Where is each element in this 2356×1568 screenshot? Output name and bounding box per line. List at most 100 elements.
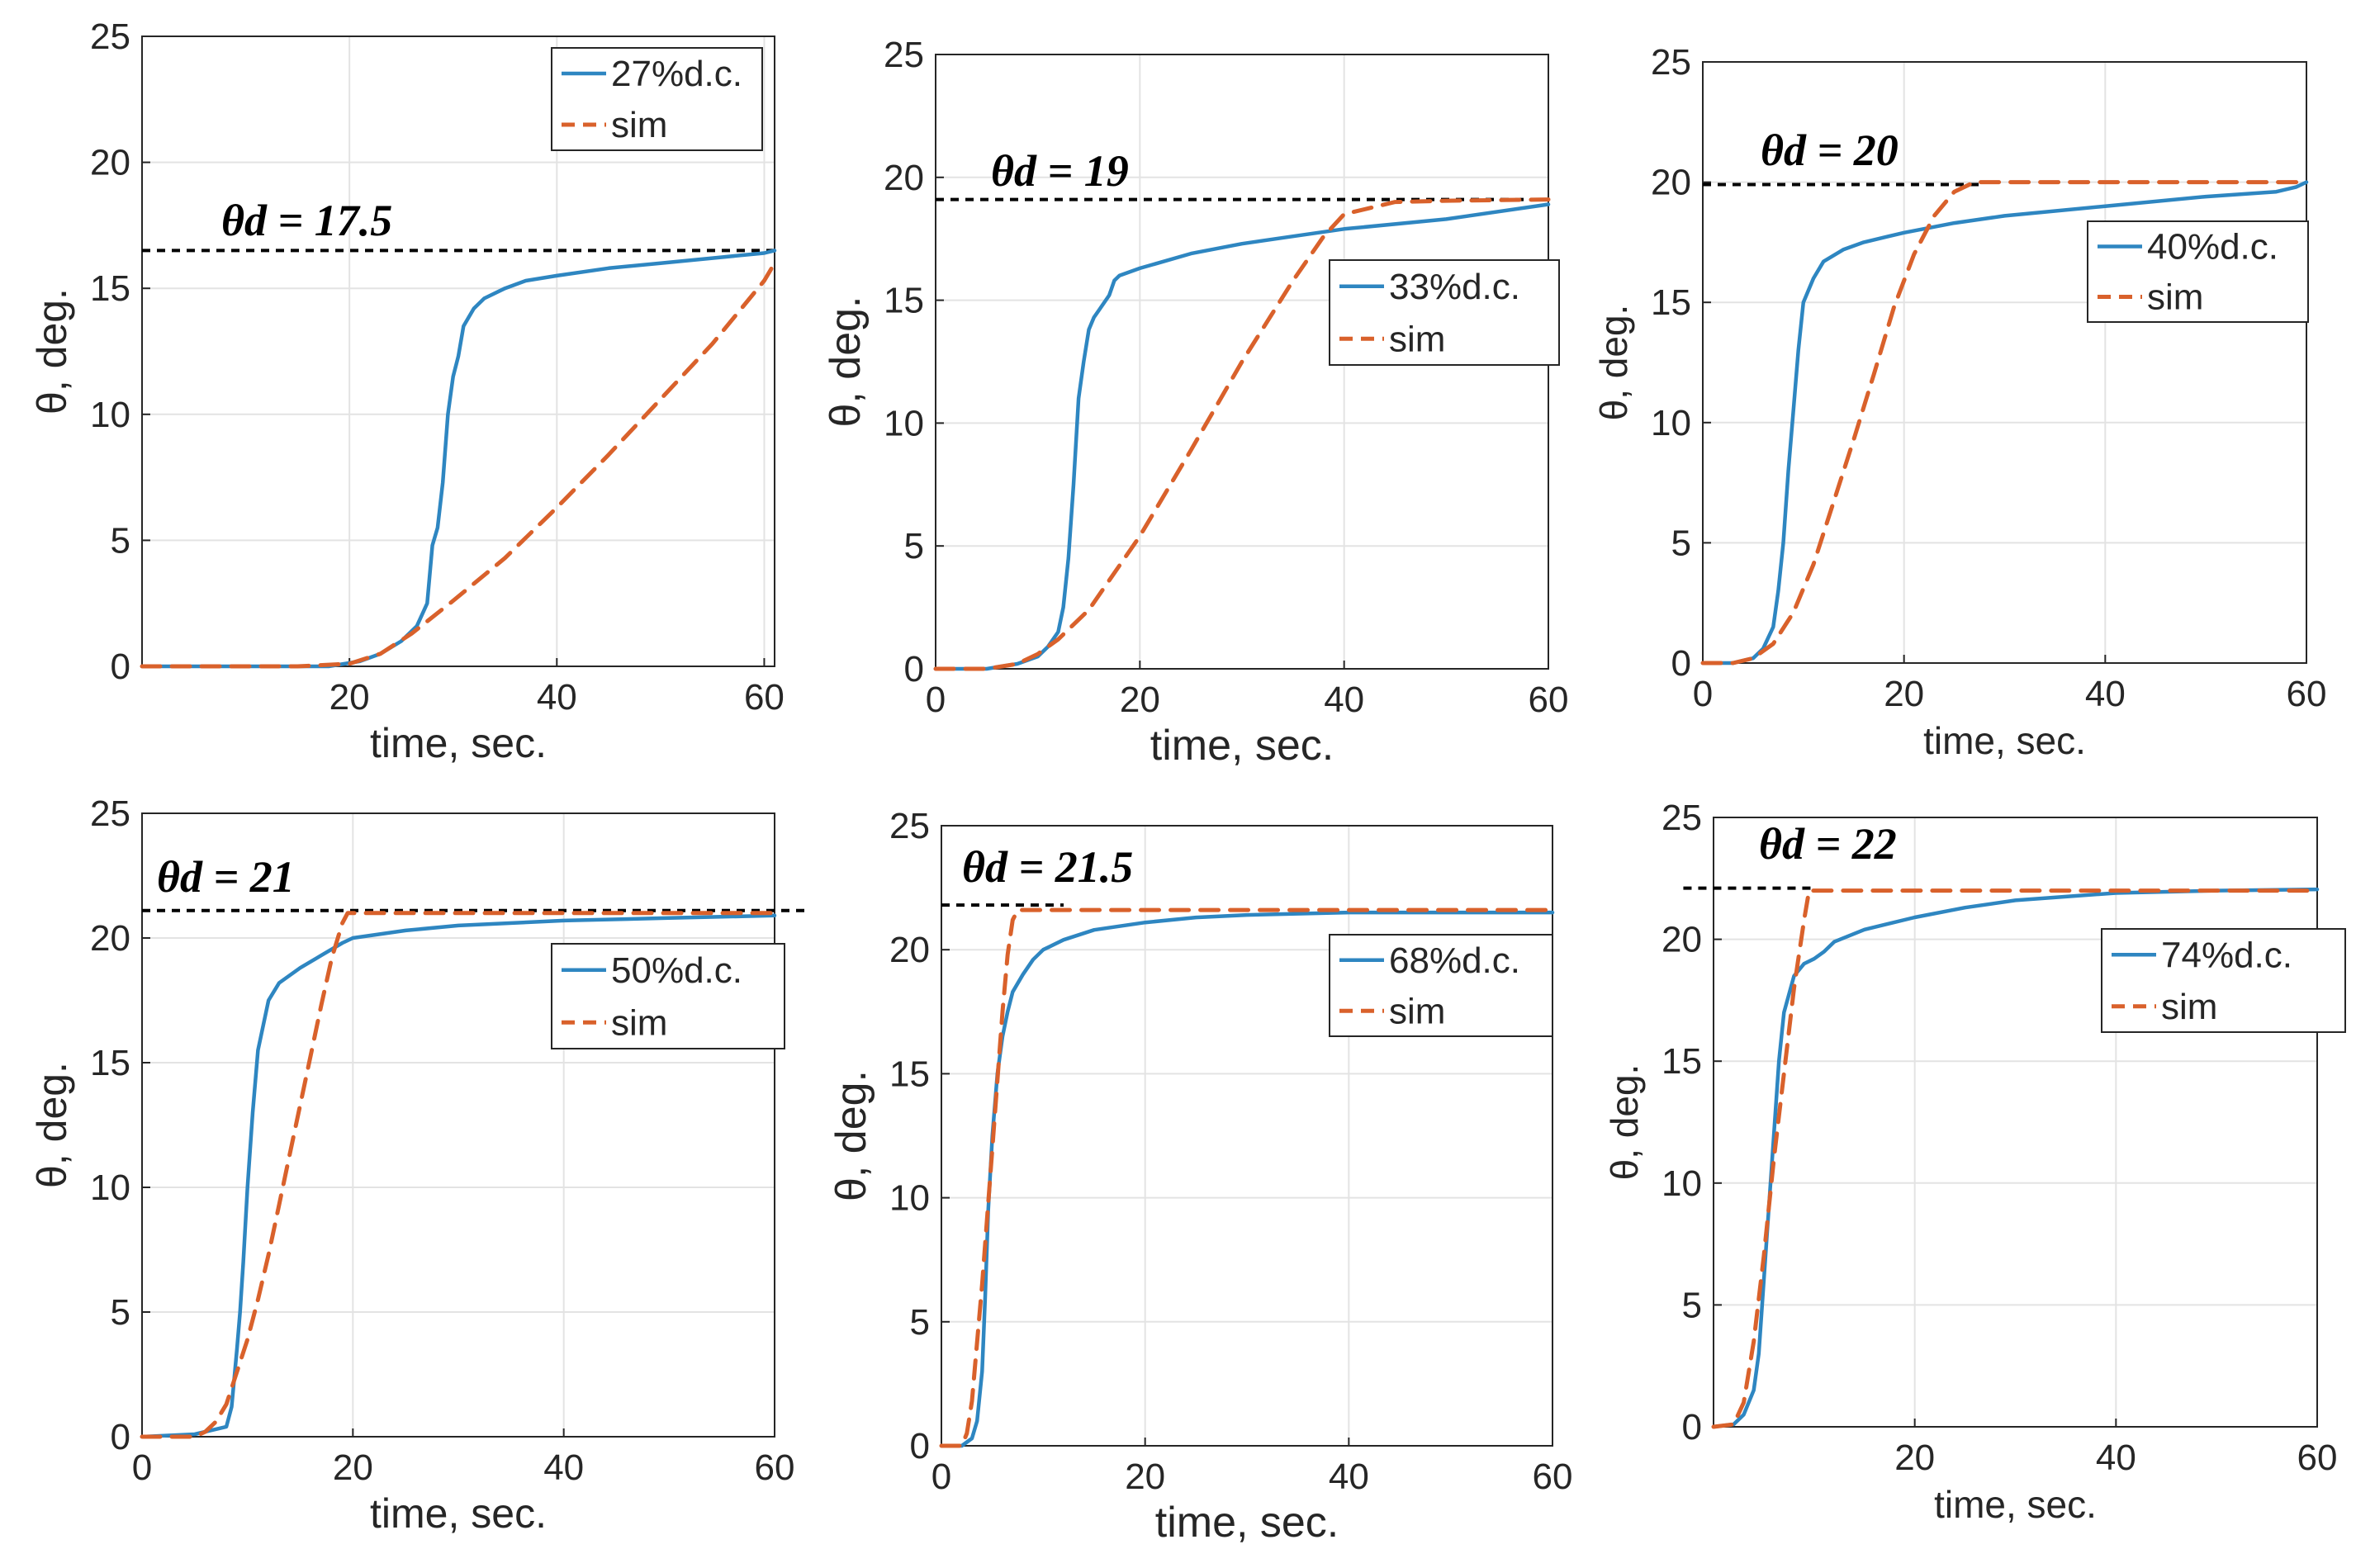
legend-box: [551, 943, 785, 1049]
y-tick-label: 0: [904, 649, 924, 689]
plot-area: [1714, 817, 2317, 1427]
y-tick-label: 20: [1651, 163, 1691, 203]
x-axis-label: time, sec.: [1934, 1483, 2097, 1526]
y-tick-label: 5: [904, 526, 924, 566]
y-tick-label: 5: [111, 520, 130, 561]
legend-box: [2101, 928, 2346, 1033]
legend: 27%d.c. sim: [551, 47, 763, 151]
x-tick-label: 40: [2085, 674, 2126, 714]
y-axis-label: θ, deg.: [1603, 1064, 1646, 1181]
y-tick-label: 10: [90, 395, 130, 435]
y-tick-label: 10: [1651, 403, 1691, 443]
x-axis-label: time, sec.: [1150, 722, 1334, 770]
legend-experiment-label: 27%d.c.: [611, 54, 742, 94]
sim-series-line: [933, 197, 1551, 671]
y-tick-label: 25: [1662, 798, 1702, 838]
y-tick-label: 25: [889, 806, 930, 846]
axes-box: [1713, 817, 2318, 1428]
y-tick-label: 15: [884, 281, 924, 321]
sim-series-line: [1700, 180, 2309, 666]
x-axis-label: time, sec.: [1155, 1499, 1339, 1547]
legend-experiment-label: 68%d.c.: [1389, 940, 1520, 981]
x-tick-label: 20: [333, 1447, 373, 1488]
experiment-series-line: [939, 910, 1555, 1448]
y-tick-label: 25: [90, 793, 130, 834]
chart-panel-top-right: 0 20 40 60 0 5 10 15 20 25 time, sec. θ, deg. θd = 2…: [1592, 42, 2326, 762]
legend: 74%d.c. sim: [2101, 928, 2346, 1033]
target-annotation: θd = 19: [991, 146, 1129, 196]
x-tick-label: 40: [1324, 680, 1364, 720]
y-tick-label: 15: [90, 1043, 130, 1083]
chart-panel-bottom-right: 20 40 60 0 5 10 15 20 25 time, sec. θ, deg. θd = 22…: [1603, 798, 2346, 1526]
x-axis-label: time, sec.: [1923, 719, 2086, 762]
target-annotation: θd = 17.5: [221, 196, 392, 245]
y-tick-label: 10: [884, 403, 924, 443]
y-tick-label: 20: [1662, 920, 1702, 960]
x-tick-label: 40: [1329, 1457, 1369, 1497]
legend-sim-label: sim: [2147, 277, 2203, 318]
x-tick-label: 60: [755, 1447, 795, 1488]
x-tick-label: 60: [744, 677, 785, 718]
legend: 68%d.c. sim: [1329, 934, 1553, 1037]
sim-series-line: [939, 907, 1555, 1448]
x-tick-label: 20: [1884, 674, 1924, 714]
target-annotation: θd = 21: [157, 852, 295, 902]
y-axis-label: θ, deg.: [29, 288, 75, 415]
chart-panel-top-left: 20 40 60 0 5 10 15 20 25 time, sec. θ, deg. θd = 17…: [29, 17, 785, 766]
sim-series-line: [1711, 888, 2320, 1429]
legend-box: [2087, 220, 2309, 323]
x-tick-label: 0: [132, 1447, 152, 1488]
y-tick-label: 0: [1682, 1407, 1702, 1447]
legend-experiment-label: 33%d.c.: [1389, 267, 1520, 307]
y-axis-label: θ, deg.: [822, 296, 870, 427]
x-tick-label: 20: [1894, 1438, 1935, 1478]
x-tick-label: 0: [926, 680, 946, 720]
y-tick-label: 0: [111, 1417, 130, 1457]
experiment-series-line: [1700, 180, 2309, 666]
experiment-series-line: [1711, 887, 2320, 1429]
x-tick-label: 20: [1120, 680, 1160, 720]
x-tick-label: 40: [537, 677, 577, 718]
y-tick-label: 15: [1662, 1041, 1702, 1082]
chart-panel-top-middle: 0 20 40 60 0 5 10 15 20 25 time, sec. θ, deg. θd = 1…: [822, 35, 1568, 770]
legend-sim-label: sim: [611, 105, 667, 145]
plot-area: [941, 826, 1552, 1446]
y-tick-label: 20: [889, 930, 930, 970]
plot-area: [1703, 62, 2306, 663]
x-tick-label: 0: [1693, 674, 1713, 714]
legend: 33%d.c. sim: [1329, 259, 1560, 366]
y-axis-label: θ, deg.: [29, 1062, 75, 1188]
axes-box: [1702, 61, 2307, 664]
legend: 50%d.c. sim: [551, 943, 785, 1049]
y-tick-label: 20: [90, 143, 130, 183]
legend-box: [1329, 934, 1553, 1037]
legend-box: [551, 47, 763, 151]
x-tick-label: 40: [543, 1447, 584, 1488]
y-axis-label: θ, deg.: [827, 1070, 875, 1201]
target-annotation: θd = 20: [1761, 126, 1899, 175]
y-tick-label: 5: [910, 1302, 930, 1343]
x-tick-label: 0: [931, 1457, 951, 1497]
x-tick-label: 60: [2287, 674, 2327, 714]
axes-box: [941, 825, 1553, 1447]
legend-sim-label: sim: [611, 1002, 667, 1043]
y-axis-label: θ, deg.: [1592, 305, 1635, 421]
target-annotation: θd = 22: [1759, 819, 1897, 869]
legend-experiment-label: 74%d.c.: [2161, 935, 2292, 975]
legend-experiment-label: 40%d.c.: [2147, 227, 2278, 268]
y-tick-label: 5: [1671, 523, 1691, 563]
sim-series-line: [140, 261, 777, 669]
legend-experiment-label: 50%d.c.: [611, 950, 742, 991]
x-axis-label: time, sec.: [370, 720, 547, 766]
y-tick-label: 20: [884, 158, 924, 198]
chart-panel-bottom-left: 0 20 40 60 0 5 10 15 20 25 time, sec. θ, deg. θd = 2…: [29, 793, 807, 1537]
y-tick-label: 25: [884, 35, 924, 75]
sim-series-line: [140, 911, 777, 1439]
y-tick-label: 15: [889, 1054, 930, 1094]
chart-panel-bottom-middle: 0 20 40 60 0 5 10 15 20 25 time, sec. θ, deg. θd = 2…: [827, 806, 1572, 1547]
x-tick-label: 60: [2297, 1438, 2338, 1478]
y-tick-label: 0: [910, 1426, 930, 1466]
x-tick-label: 20: [1125, 1457, 1165, 1497]
y-tick-label: 10: [889, 1178, 930, 1219]
